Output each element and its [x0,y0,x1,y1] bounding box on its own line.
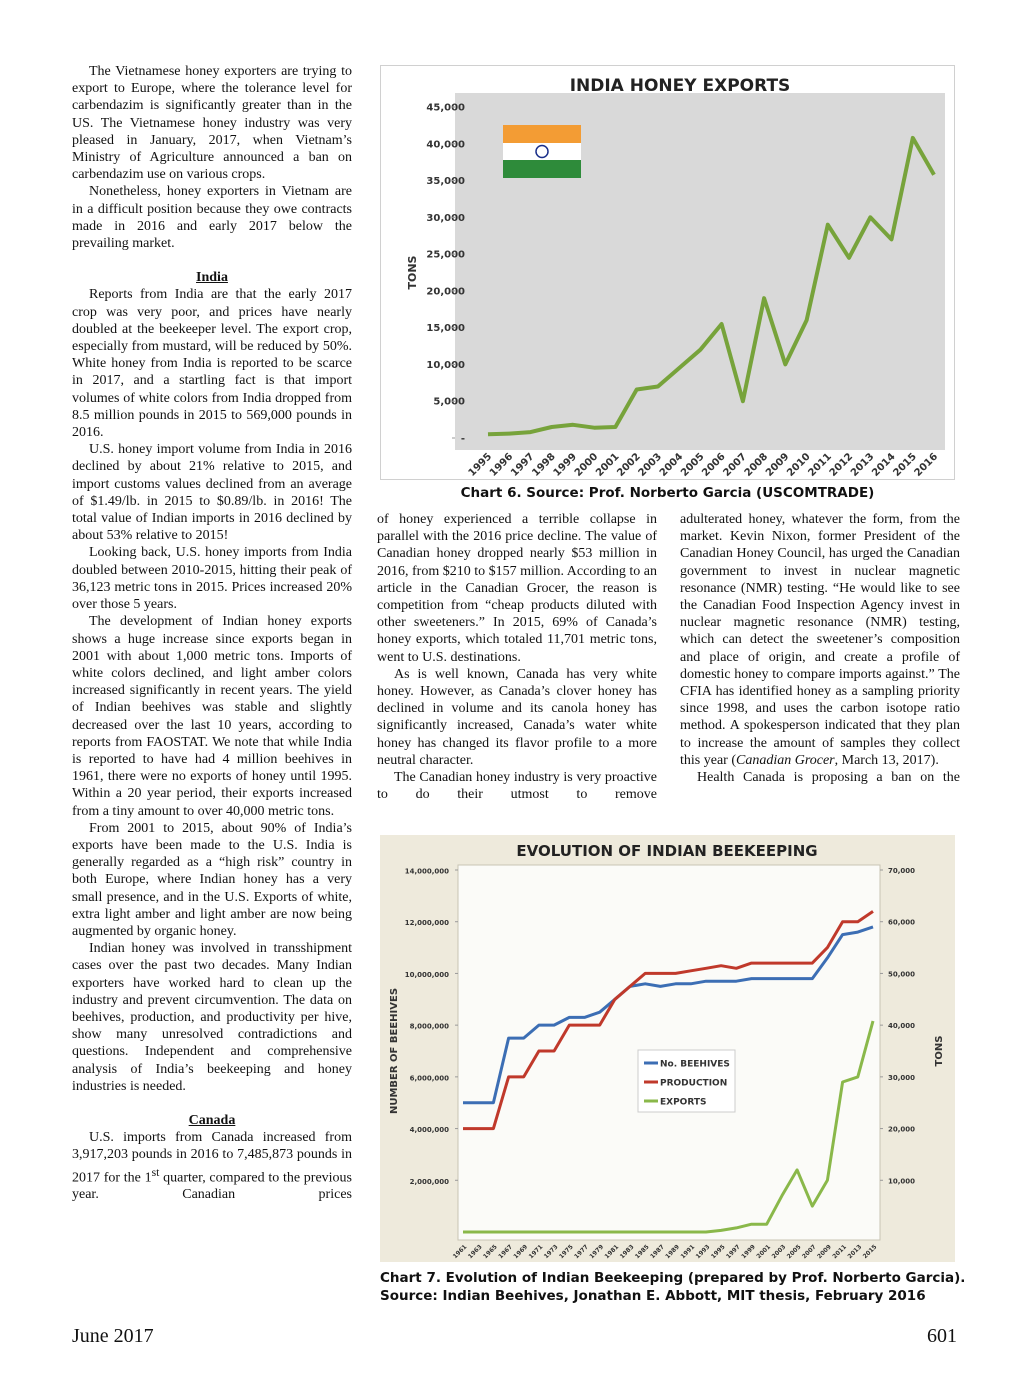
flag-stripe [503,125,581,143]
text: quarter, compared to the previous year. … [72,1170,352,1203]
data-line [463,925,874,1105]
section-heading: Canada [188,1112,236,1128]
legend-label: EXPORTS [660,1098,706,1108]
paragraph: The Canadian honey industry is very proa… [377,770,657,803]
chart-caption: Chart 6. Source: Prof. Norberto Garcia (… [460,485,875,501]
flag [503,125,581,178]
paragraph: The Vietnamese honey exporters are tryin… [72,64,352,183]
y-axis-label: NUMBER OF BEEHIVES [389,988,400,1114]
chart-7: EVOLUTION OF INDIAN BEEKEEPING NUMBER OF … [380,835,955,1262]
data-line [463,1020,875,1234]
legend-label: No. BEEHIVES [660,1060,730,1070]
text: U.S. imports from Canada increased from … [72,1130,352,1186]
paragraph: Looking back, U.S. honey imports from In… [72,545,352,613]
caption-line: Source: Indian Beehives, Jonathan E. Abb… [380,1288,926,1304]
paragraph: As is well known, Canada has very white … [377,666,657,768]
paragraph: Reports from India are that the early 20… [72,287,352,441]
y-tick-label: 35,000 [426,176,465,187]
paragraph: of honey experienced a terrible collapse… [377,512,657,665]
y-tick-label: - [461,434,465,445]
caption-line: Chart 7. Evolution of Indian Beekeeping … [380,1270,966,1286]
chart-title: EVOLUTION OF INDIAN BEEKEEPING [516,842,817,860]
superscript: st [151,1165,160,1179]
paragraph: Nonetheless, honey exporters in Vietnam … [72,184,352,252]
y-tick-label: 10,000,000 [405,971,449,979]
middle-column: of honey experienced a terrible collapse… [377,511,657,803]
left-column: The Vietnamese honey exporters are tryin… [72,63,352,1204]
y-tick-label: 20,000 [426,286,465,297]
y2-tick-label: 70,000 [888,867,915,875]
paragraph: U.S. honey import volume from India in 2… [72,442,352,544]
y-tick-label: 10,000 [426,360,465,371]
right-column: adulterated honey, whatever the form, fr… [680,511,960,786]
y2-tick-label: 60,000 [888,919,915,927]
y-tick-label: 30,000 [426,213,465,224]
y2-tick-label: 20,000 [888,1126,915,1134]
y2-tick-label: 30,000 [888,1074,915,1082]
y-tick-label: 5,000 [433,397,465,408]
paragraph: U.S. imports from Canada increased from … [72,1129,352,1203]
italic-text: Canadian Grocer [735,752,835,768]
y-tick-label: 40,000 [426,139,465,150]
y2-tick-label: 40,000 [888,1022,915,1030]
chart-title: INDIA HONEY EXPORTS [570,76,791,96]
chart-caption: Chart 7. Evolution of Indian Beekeeping … [380,1269,965,1305]
y-tick-label: 8,000,000 [410,1023,450,1031]
y2-tick-label: 50,000 [888,970,915,978]
paragraph: adulterated honey, whatever the form, fr… [680,511,960,769]
text: , March 13, 2017). [834,752,939,768]
y-tick-label: 2,000,000 [410,1178,450,1186]
paragraph: Indian honey was involved in transshipme… [72,941,352,1094]
flag-stripe [503,160,581,178]
footer-date: June 2017 [72,1325,154,1347]
y-axis-label: TONS [406,255,419,289]
data-line [487,135,936,437]
chart-6: INDIA HONEY EXPORTS TONS - 5,000 10,000 15,00… [380,65,955,480]
data-line [463,910,874,1131]
page-number: 601 [927,1325,957,1347]
legend-label: PRODUCTION [660,1079,727,1089]
y-tick-label: 14,000,000 [405,868,449,876]
text: adulterated honey, whatever the form, fr… [680,512,960,768]
y-tick-label: 6,000,000 [410,1074,450,1082]
section-heading: India [196,270,228,286]
y-tick-label: 15,000 [426,323,465,334]
flag-wheel [535,144,549,159]
y-tick-label: 4,000,000 [410,1126,450,1134]
paragraph: From 2001 to 2015, about 90% of India’s … [72,820,352,939]
paragraph: Health Canada is proposing a ban on the [697,770,960,786]
y-tick-label: 12,000,000 [405,919,449,927]
flag-stripe [503,143,581,160]
y2-tick-label: 10,000 [888,1177,915,1185]
paragraph: The development of Indian honey exports … [72,614,352,819]
y-tick-label: 25,000 [426,250,465,261]
y-tick-label: 45,000 [426,103,465,114]
y2-axis-label: TONS [934,1036,945,1067]
